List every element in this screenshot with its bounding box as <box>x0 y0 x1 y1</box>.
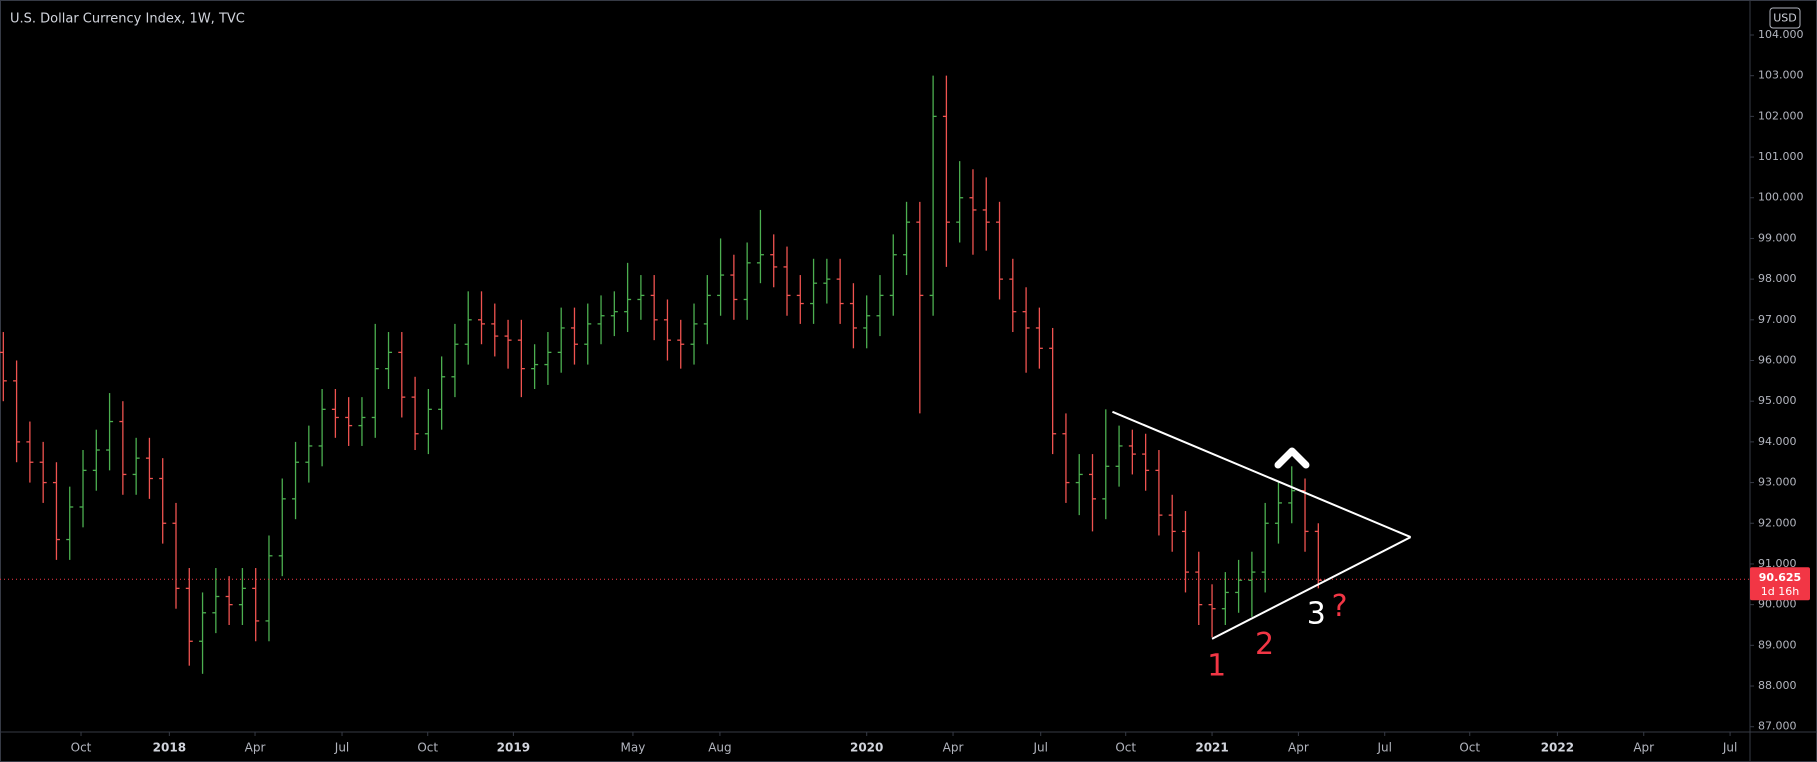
y-tick-label: 88.000 <box>1758 679 1797 692</box>
caret-up <box>1274 447 1310 469</box>
x-tick-label: Jul <box>1722 741 1737 755</box>
y-tick-label: 104.000 <box>1758 28 1804 41</box>
y-tick-label: 91.000 <box>1758 557 1797 570</box>
y-tick-label: 97.000 <box>1758 313 1797 326</box>
x-tick-label: Oct <box>417 741 438 755</box>
x-tick-label: Apr <box>943 741 964 755</box>
countdown-label: 1d 16h <box>1761 585 1799 598</box>
wave-label: 3 <box>1307 596 1326 631</box>
y-tick-label: 100.000 <box>1758 191 1804 204</box>
x-tick-label: Oct <box>1115 741 1136 755</box>
bars <box>0 75 1322 674</box>
x-tick-label: 2021 <box>1195 741 1228 755</box>
y-tick-label: 99.000 <box>1758 231 1797 244</box>
wave-label: 1 <box>1207 648 1226 683</box>
x-tick-label: Apr <box>245 741 266 755</box>
x-tick-label: Oct <box>1459 741 1480 755</box>
x-tick-label: Jul <box>334 741 349 755</box>
y-tick-label: 102.000 <box>1758 109 1804 122</box>
wave-label: 2 <box>1255 627 1274 662</box>
x-tick-label: Jul <box>1032 741 1047 755</box>
x-tick-label: May <box>621 741 646 755</box>
y-tick-label: 94.000 <box>1758 435 1797 448</box>
wave-label: ? <box>1332 589 1348 624</box>
x-tick-label: 2022 <box>1541 741 1574 755</box>
currency-label[interactable]: USD <box>1773 12 1797 25</box>
last-price-box <box>1750 567 1810 601</box>
y-tick-label: 103.000 <box>1758 69 1804 82</box>
x-tick-label: Apr <box>1633 741 1654 755</box>
y-tick-label: 98.000 <box>1758 272 1797 285</box>
y-tick-label: 89.000 <box>1758 638 1797 651</box>
chart-title: U.S. Dollar Currency Index, 1W, TVC <box>10 12 245 27</box>
last-price-label: 90.625 <box>1759 571 1801 584</box>
x-tick-label: 2018 <box>153 741 186 755</box>
y-tick-label: 90.000 <box>1758 598 1797 611</box>
currency-badge[interactable] <box>1769 7 1801 29</box>
y-tick-label: 93.000 <box>1758 476 1797 489</box>
x-tick-label: Jul <box>1376 741 1391 755</box>
y-tick-label: 101.000 <box>1758 150 1804 163</box>
x-tick-label: Apr <box>1288 741 1309 755</box>
y-tick-label: 92.000 <box>1758 516 1797 529</box>
trendline <box>1211 536 1412 640</box>
x-tick-label: Aug <box>708 741 731 755</box>
x-tick-label: Oct <box>71 741 92 755</box>
x-tick-label: 2020 <box>850 741 883 755</box>
y-tick-label: 87.000 <box>1758 720 1797 733</box>
y-tick-label: 96.000 <box>1758 354 1797 367</box>
trendline <box>1112 410 1412 539</box>
x-tick-label: 2019 <box>497 741 530 755</box>
y-tick-label: 95.000 <box>1758 394 1797 407</box>
